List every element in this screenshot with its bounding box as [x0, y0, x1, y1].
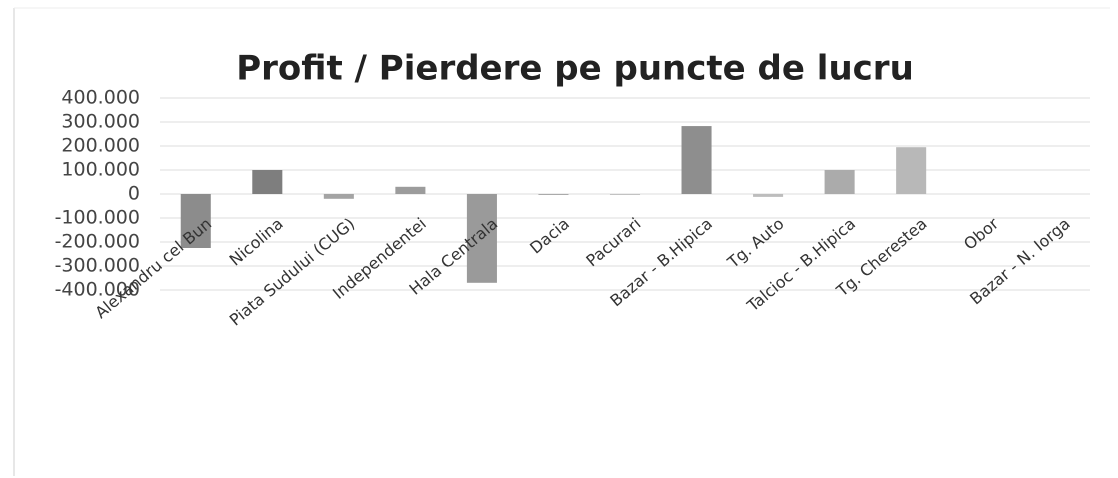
y-tick-label: -100.000 — [55, 207, 140, 229]
bar — [538, 194, 569, 195]
x-tick-label: Tg. Auto — [723, 214, 787, 272]
bar — [824, 170, 855, 194]
bar — [753, 194, 784, 197]
x-tick-label: Piata Sudului (CUG) — [226, 214, 359, 330]
bar — [323, 194, 354, 199]
y-tick-label: 0 — [128, 183, 140, 205]
chart-title: Profit / Pierdere pe puncte de lucru — [236, 49, 914, 89]
bar — [681, 126, 712, 194]
x-tick-label: Obor — [960, 214, 1003, 254]
bar — [395, 186, 426, 194]
y-tick-label: -200.000 — [55, 231, 140, 253]
x-tick-label: Dacia — [526, 214, 573, 258]
bar — [609, 194, 641, 195]
y-tick-label: 300.000 — [61, 111, 140, 133]
y-tick-label: -300.000 — [55, 255, 140, 277]
y-tick-label: 100.000 — [61, 159, 140, 181]
y-tick-label: 200.000 — [61, 135, 140, 157]
bar — [180, 194, 211, 248]
bar — [896, 147, 927, 194]
bar — [466, 194, 497, 283]
bar — [252, 170, 283, 194]
y-tick-label: -400.000 — [55, 279, 140, 301]
y-tick-label: 400.000 — [61, 87, 140, 109]
